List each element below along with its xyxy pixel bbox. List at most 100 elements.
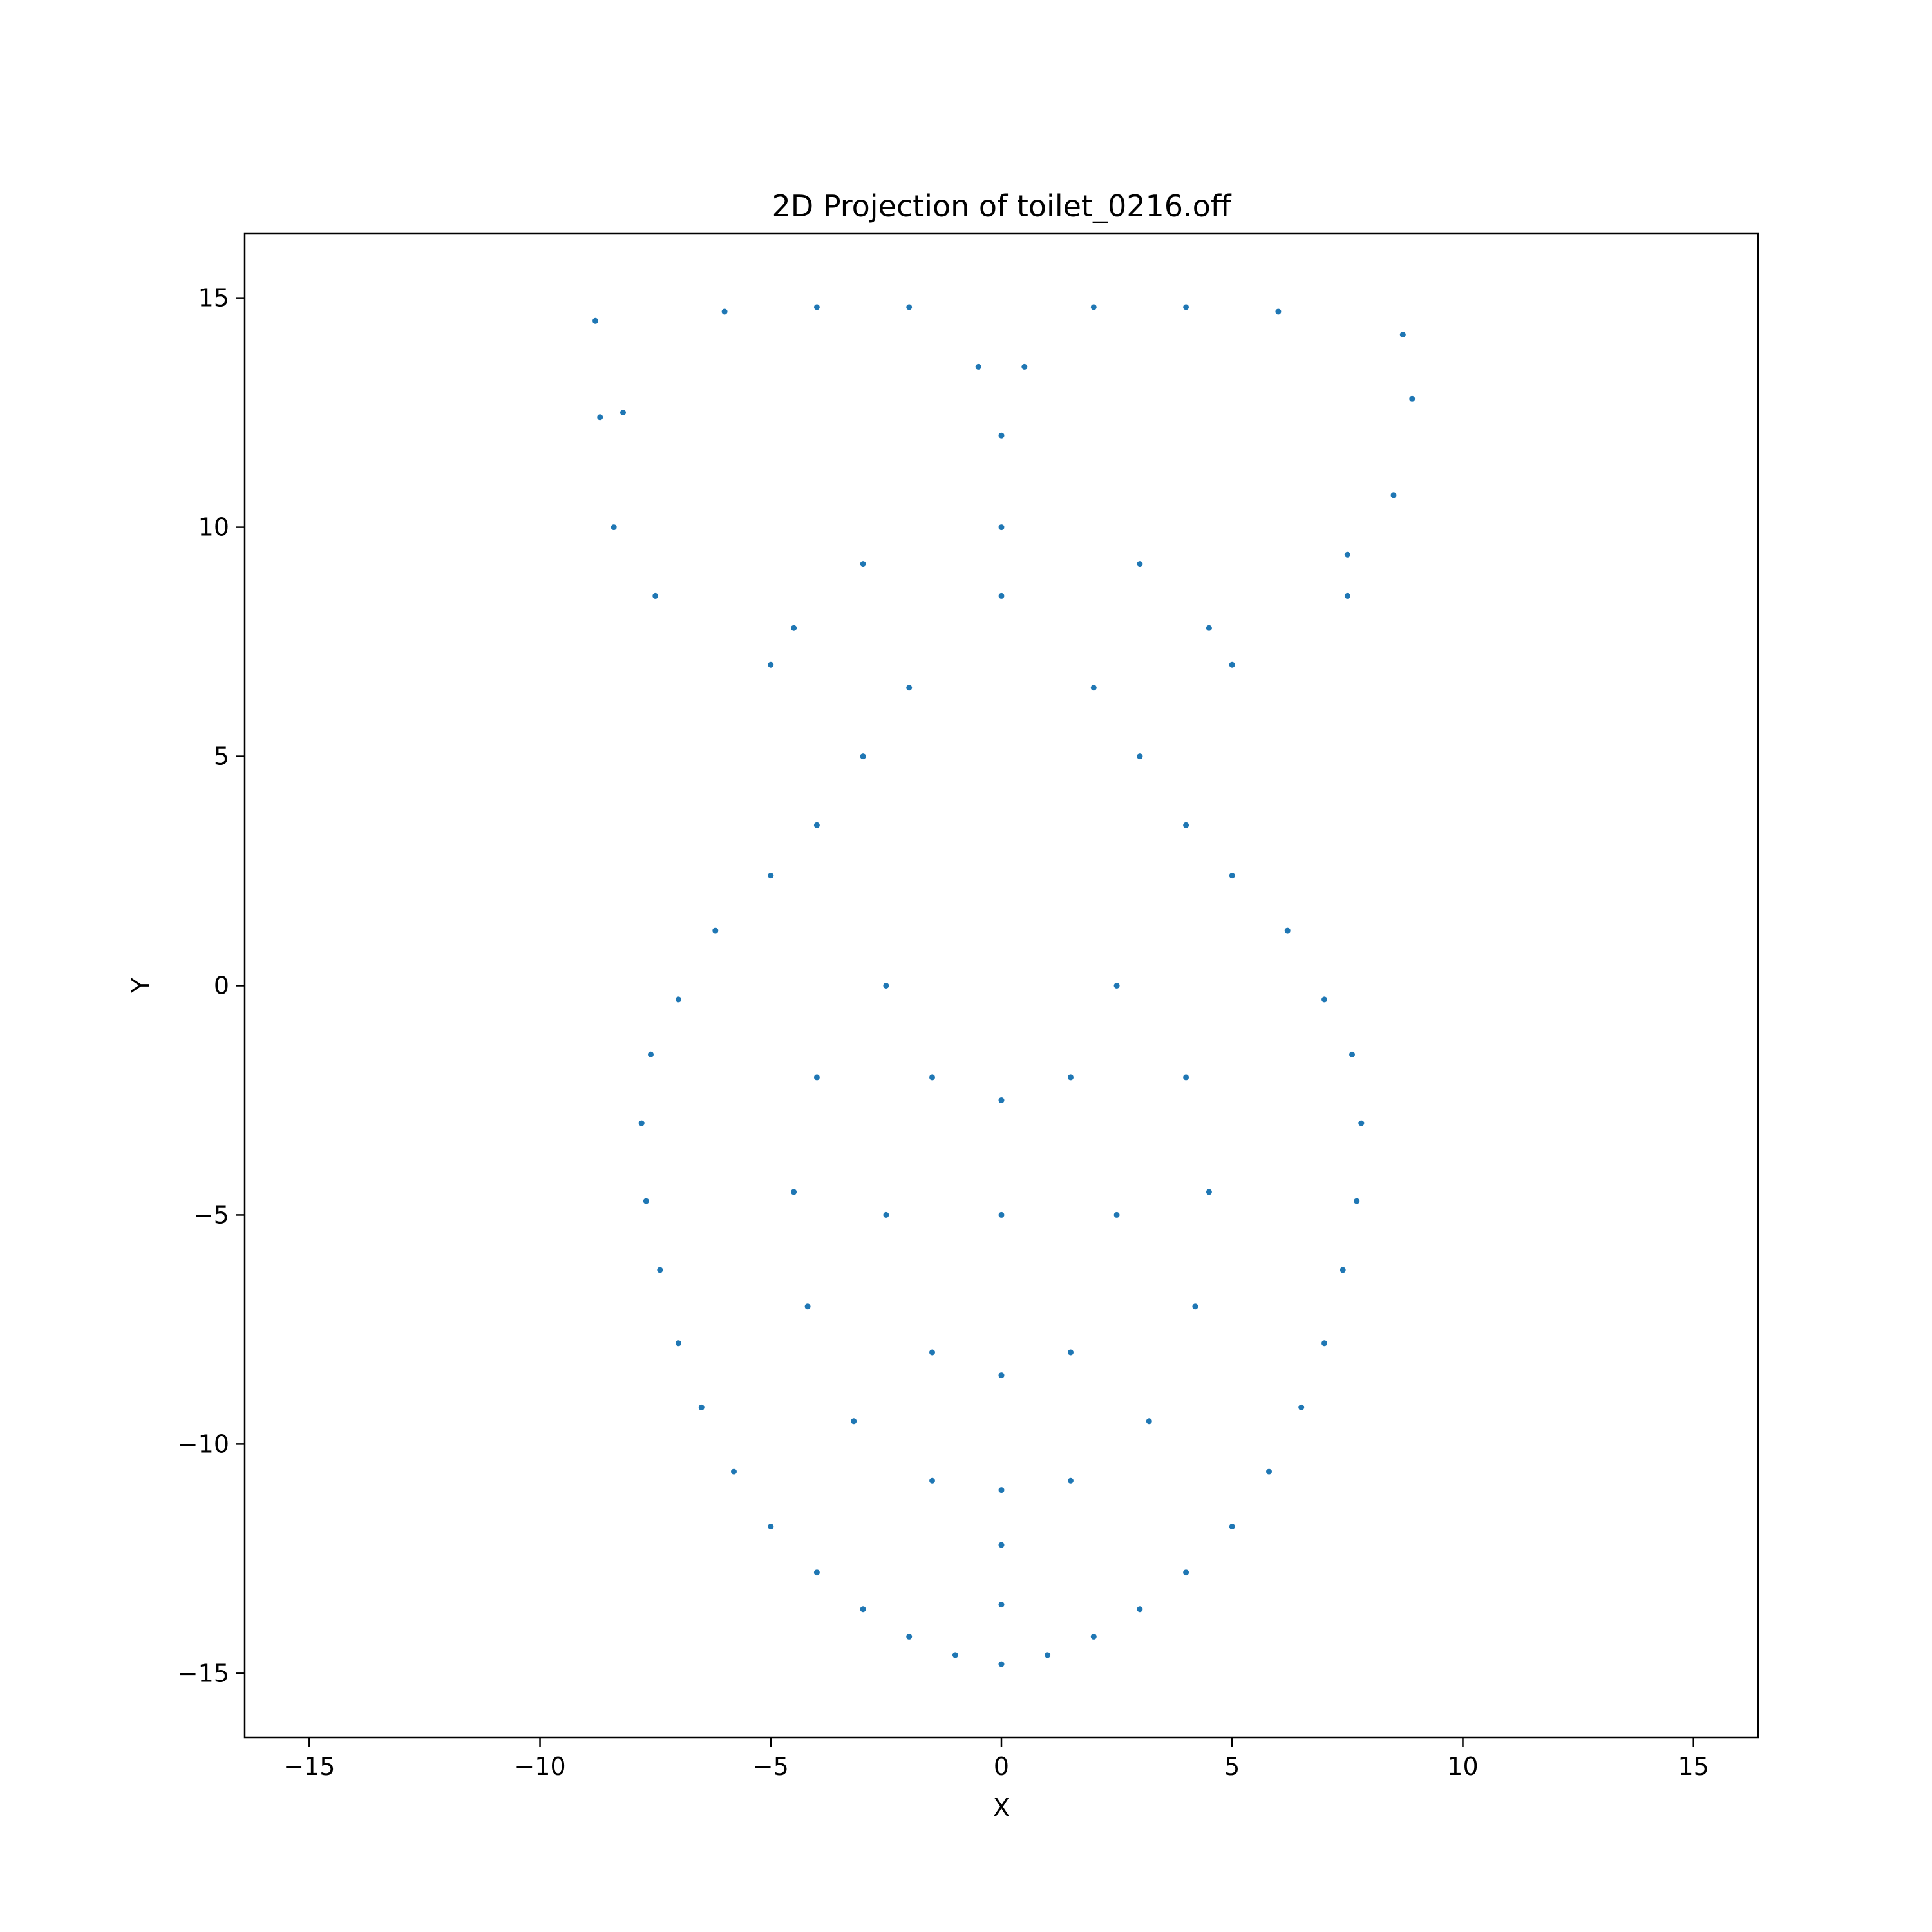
data-point [1045, 1652, 1051, 1658]
data-point [1399, 332, 1406, 338]
data-point [1183, 1074, 1189, 1081]
data-point [813, 1074, 820, 1081]
data-point [813, 822, 820, 828]
data-point [975, 363, 981, 370]
data-point [1206, 625, 1212, 631]
data-point [1344, 551, 1350, 558]
data-point [768, 873, 774, 879]
data-point [998, 1602, 1005, 1608]
plot-frame [243, 232, 1759, 1739]
data-point [998, 1661, 1005, 1667]
data-point [1068, 1074, 1074, 1081]
data-point [620, 410, 626, 416]
data-point [813, 304, 820, 310]
data-point [1090, 304, 1097, 310]
data-point [860, 561, 866, 567]
data-points [592, 304, 1416, 1667]
data-point [813, 1569, 820, 1576]
data-point [1183, 304, 1189, 310]
data-point [1021, 363, 1028, 370]
data-point [1068, 1349, 1074, 1356]
x-axis-label: X [993, 1794, 1010, 1822]
y-tick-label: 0 [214, 972, 229, 1000]
data-point [1275, 308, 1282, 315]
data-point [648, 1051, 654, 1057]
data-point [883, 983, 889, 989]
data-point [1390, 492, 1397, 498]
data-point [1192, 1303, 1198, 1310]
data-point [731, 1468, 737, 1475]
data-point [676, 996, 681, 1003]
y-tick-label: 15 [198, 284, 229, 312]
data-point [791, 625, 797, 631]
data-point [1409, 395, 1416, 402]
data-point [1340, 1267, 1346, 1273]
data-point [1298, 1404, 1305, 1410]
x-tick-label: 0 [994, 1752, 1009, 1781]
data-point [791, 1189, 797, 1195]
data-point [1137, 561, 1143, 567]
data-point [860, 753, 866, 760]
data-point [611, 524, 617, 531]
data-point [1113, 1211, 1120, 1218]
data-point [1229, 661, 1235, 668]
data-point [698, 1404, 705, 1410]
y-tick-label: −5 [193, 1200, 229, 1229]
data-point [1137, 1606, 1143, 1613]
data-point [998, 1211, 1005, 1218]
x-tick-label: 10 [1447, 1752, 1478, 1781]
data-point [657, 1267, 663, 1273]
x-tick-label: 5 [1224, 1752, 1240, 1781]
data-point [929, 1349, 935, 1356]
x-axis-ticks: −15 −10 −5 0 5 10 15 [283, 1738, 1709, 1781]
data-point [1146, 1418, 1152, 1425]
data-point [998, 1372, 1005, 1379]
data-point [1183, 1569, 1189, 1576]
data-point [906, 304, 913, 310]
data-point [804, 1303, 811, 1310]
data-point [1090, 1633, 1097, 1640]
data-point [851, 1418, 857, 1425]
data-point [1344, 592, 1350, 599]
data-point [998, 592, 1005, 599]
data-point [1358, 1120, 1365, 1126]
data-point [860, 1606, 866, 1613]
data-point [768, 1524, 774, 1530]
y-tick-label: −10 [178, 1430, 229, 1458]
data-point [1137, 753, 1143, 760]
data-point [1090, 685, 1097, 691]
data-point [1113, 983, 1120, 989]
data-point [952, 1652, 958, 1658]
data-point [998, 432, 1005, 439]
data-point [883, 1211, 889, 1218]
data-point [998, 524, 1005, 531]
data-point [998, 1542, 1005, 1548]
data-point [906, 1633, 913, 1640]
data-point [1321, 1340, 1327, 1347]
y-tick-label: −15 [178, 1659, 229, 1687]
data-point [652, 592, 659, 599]
data-point [998, 1097, 1005, 1103]
data-point [1229, 1524, 1235, 1530]
data-point [1183, 822, 1189, 828]
x-tick-label: −5 [753, 1752, 789, 1781]
data-point [721, 308, 728, 315]
data-point [1321, 996, 1327, 1003]
data-point [1206, 1189, 1212, 1195]
y-tick-label: 10 [198, 513, 229, 542]
data-point [597, 414, 603, 421]
x-tick-label: 15 [1678, 1752, 1709, 1781]
y-tick-label: 5 [214, 743, 229, 771]
data-point [1284, 927, 1291, 934]
chart-title: 2D Projection of toilet_0216.off [772, 189, 1232, 223]
data-point [1229, 873, 1235, 879]
x-tick-label: −15 [283, 1752, 335, 1781]
data-point [1354, 1198, 1360, 1204]
data-point [906, 685, 913, 691]
data-point [676, 1340, 681, 1347]
data-point [929, 1074, 935, 1081]
data-point [929, 1477, 935, 1484]
data-point [638, 1120, 645, 1126]
data-point [712, 927, 719, 934]
data-point [592, 317, 598, 324]
